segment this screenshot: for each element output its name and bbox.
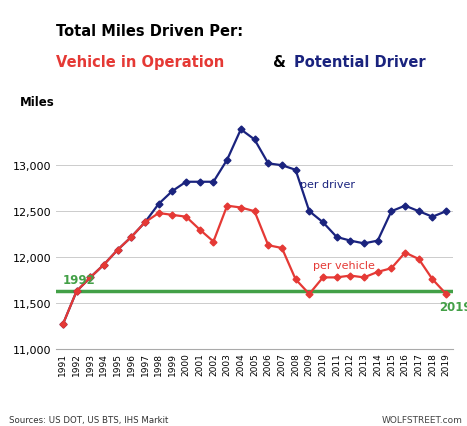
- Text: Total Miles Driven Per:: Total Miles Driven Per:: [56, 24, 243, 39]
- Text: Miles: Miles: [21, 95, 55, 108]
- Text: 1992: 1992: [63, 273, 96, 286]
- Text: Potential Driver: Potential Driver: [294, 55, 426, 70]
- Text: &: &: [269, 55, 291, 70]
- Text: 2019: 2019: [439, 300, 467, 313]
- Text: Vehicle in Operation: Vehicle in Operation: [56, 55, 224, 70]
- Text: per driver: per driver: [300, 179, 354, 189]
- Text: per vehicle: per vehicle: [313, 260, 375, 270]
- Text: WOLFSTREET.com: WOLFSTREET.com: [382, 415, 462, 424]
- Text: Sources: US DOT, US BTS, IHS Markit: Sources: US DOT, US BTS, IHS Markit: [9, 415, 169, 424]
